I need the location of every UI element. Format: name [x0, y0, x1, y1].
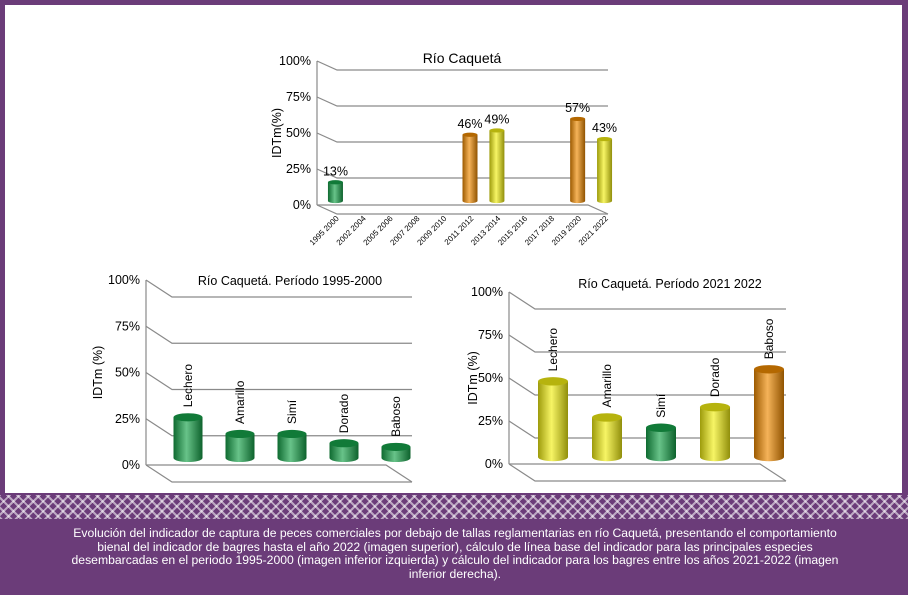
chart-title: Río Caquetá — [423, 50, 502, 66]
gridline — [316, 204, 608, 215]
y-tick-label: 0% — [122, 458, 140, 472]
category-label: Simí — [285, 399, 299, 424]
gridline — [145, 279, 412, 298]
bar-top — [327, 180, 343, 185]
bar-top — [173, 413, 203, 422]
bar-top — [538, 377, 568, 386]
bar — [329, 443, 359, 463]
gridline — [316, 96, 608, 107]
data-label: 43% — [592, 121, 617, 135]
bar — [570, 118, 586, 204]
category-label: Simí — [654, 393, 668, 418]
bar-top — [592, 413, 622, 422]
bar — [700, 407, 730, 462]
category-label: Lechero — [181, 364, 195, 408]
category-label: Dorado — [337, 394, 351, 434]
bar — [381, 446, 411, 463]
gridline — [508, 463, 786, 482]
bar-top — [225, 429, 255, 439]
data-label: 46% — [457, 117, 482, 131]
y-tick-label: 100% — [108, 273, 140, 287]
bar-top — [381, 442, 411, 451]
gridline — [508, 377, 786, 396]
bar — [225, 433, 255, 463]
category-label: Lechero — [546, 328, 560, 372]
category-label: Amarillo — [600, 364, 614, 408]
bar-top — [462, 132, 478, 137]
category-label: Dorado — [708, 357, 722, 397]
y-tick-label: 25% — [115, 412, 140, 426]
y-axis-label: IDTm (%) — [466, 351, 480, 404]
gridline — [508, 291, 786, 310]
y-tick-label: 25% — [286, 162, 311, 176]
chart-1: 0%25%50%75%100% Río CaquetáIDTm(%)13%1995… — [270, 50, 617, 247]
gridline — [145, 418, 412, 437]
bar — [327, 182, 343, 204]
category-label: Baboso — [762, 318, 776, 359]
y-tick-label: 0% — [485, 457, 503, 471]
bar-top — [329, 439, 359, 448]
y-tick-label: 50% — [478, 371, 503, 385]
bar-top — [700, 402, 730, 412]
data-label: 13% — [323, 164, 348, 178]
x-axis — [509, 463, 787, 482]
y-tick-label: 75% — [115, 319, 140, 333]
bar — [173, 417, 203, 463]
data-label: 49% — [484, 112, 509, 126]
y-tick-label: 75% — [286, 90, 311, 104]
bar — [538, 381, 568, 462]
bar — [277, 433, 307, 463]
gridline — [316, 132, 608, 143]
bar — [462, 134, 478, 204]
y-axis-label: IDTm (%) — [91, 346, 105, 399]
gridline — [316, 60, 608, 71]
bar-top — [646, 423, 676, 432]
chart-title: Río Caquetá. Período 2021 2022 — [578, 277, 762, 291]
y-tick-label: 50% — [286, 126, 311, 140]
y-tick-label: 100% — [279, 54, 311, 68]
x-axis — [317, 204, 609, 215]
bar — [646, 427, 676, 462]
bar — [489, 130, 505, 204]
y-tick-label: 50% — [115, 366, 140, 380]
figure-panel — [5, 5, 902, 493]
decorative-stripe — [0, 495, 908, 519]
gridline — [145, 325, 412, 344]
bar-top — [754, 365, 784, 374]
figure-caption: Evolución del indicador de captura de pe… — [71, 526, 839, 581]
bar-top — [570, 116, 586, 122]
y-axis-label: IDTm(%) — [270, 108, 284, 158]
y-tick-label: 0% — [293, 198, 311, 212]
gridline — [145, 464, 412, 483]
bar — [592, 417, 622, 462]
y-tick-label: 100% — [471, 285, 503, 299]
chart-2: 0% 25% 50% 75% 100% Río Caquetá. Período 1995… — [91, 273, 413, 483]
bar-top — [277, 429, 307, 439]
data-label: 57% — [565, 101, 590, 115]
y-tick-label: 25% — [478, 414, 503, 428]
chart-3: 0% 25% 50% 75% 100% Río Caquetá. Período 2021… — [466, 277, 787, 482]
chart-title: Río Caquetá. Período 1995-2000 — [198, 274, 382, 288]
gridline — [508, 334, 786, 353]
bar-top — [597, 136, 613, 142]
gridline — [145, 371, 412, 391]
gridline — [316, 168, 608, 179]
category-label: Amarillo — [233, 380, 247, 424]
x-axis — [146, 464, 413, 483]
bar — [597, 139, 613, 204]
x-tick-label: 2021 2022 — [577, 214, 610, 247]
y-tick-label: 75% — [478, 328, 503, 342]
bar-top — [489, 128, 505, 133]
bar — [754, 369, 784, 462]
category-label: Baboso — [389, 396, 403, 437]
